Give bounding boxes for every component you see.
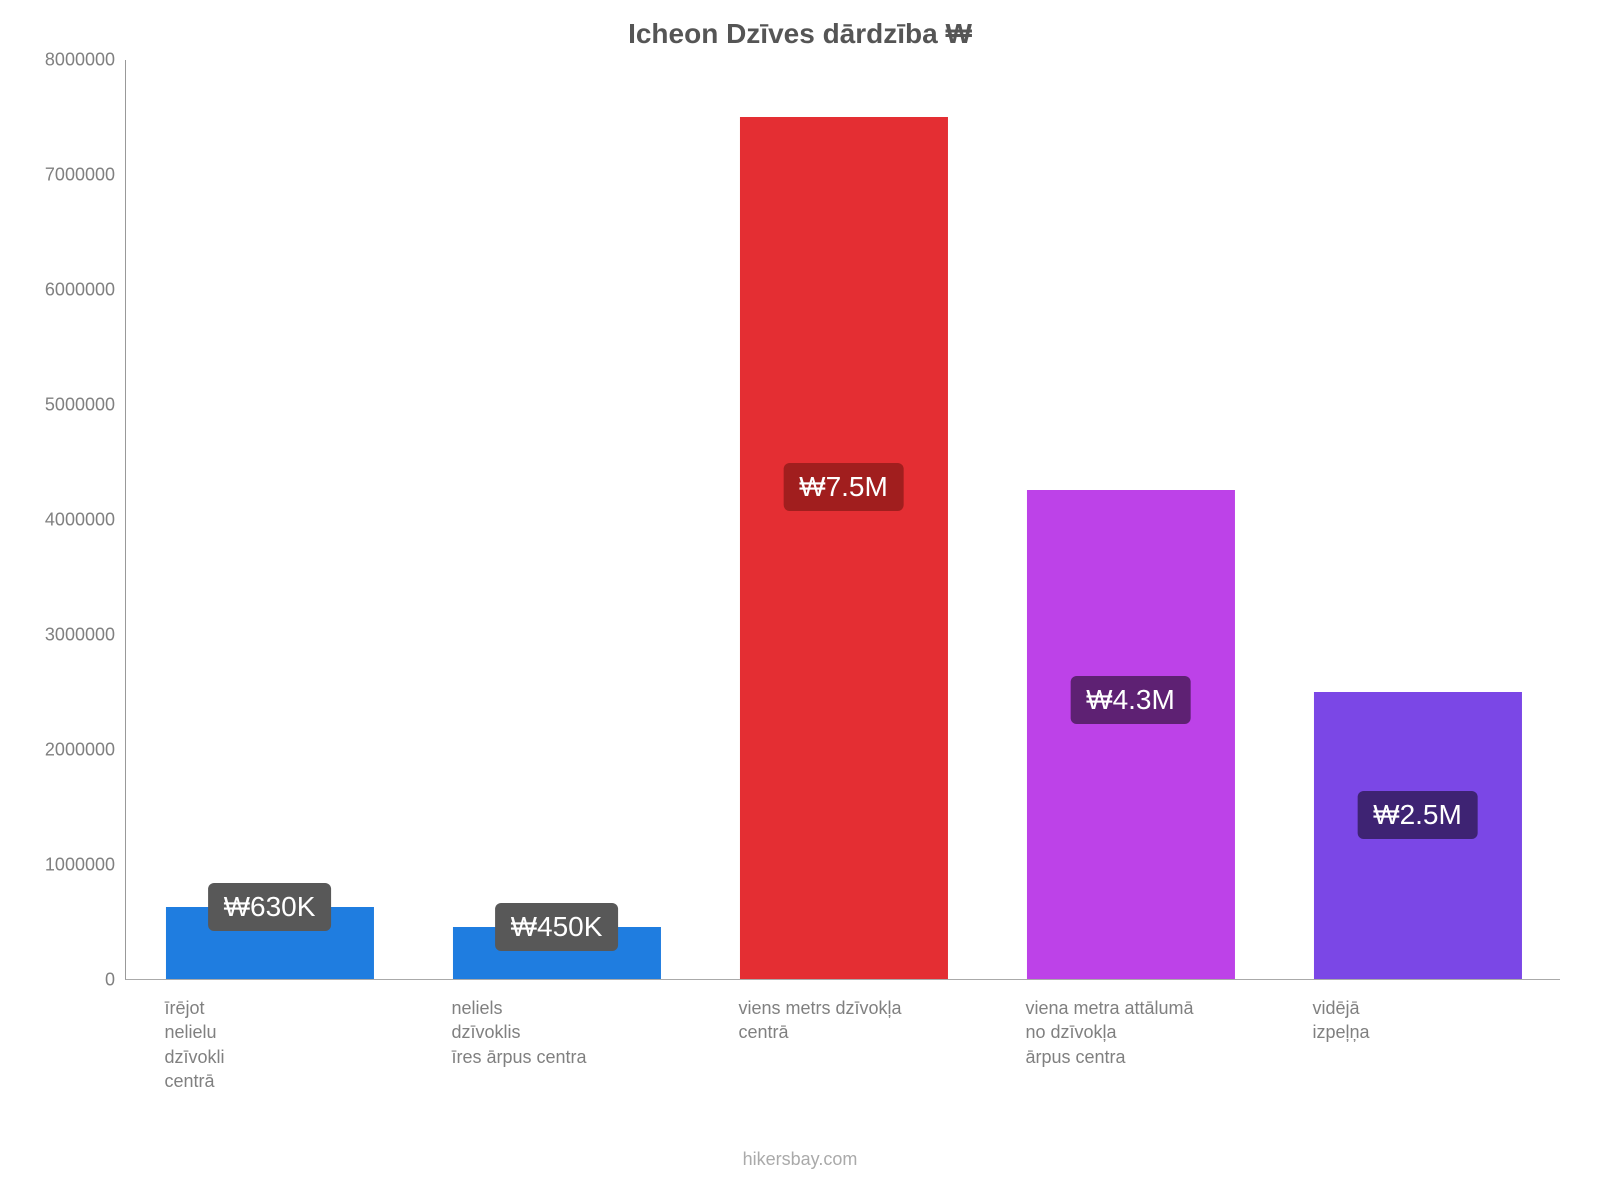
- bar-value-badge: ₩630K: [208, 883, 332, 931]
- bar-value-badge: ₩450K: [495, 903, 619, 951]
- bar-value-badge: ₩4.3M: [1070, 676, 1191, 724]
- y-axis-tick-label: 3000000: [45, 625, 115, 646]
- bar-group: ₩2.5M: [1274, 59, 1561, 979]
- y-axis-tick-label: 5000000: [45, 395, 115, 416]
- attribution-text: hikersbay.com: [0, 1149, 1600, 1170]
- y-axis-tick-label: 6000000: [45, 280, 115, 301]
- y-axis-tick-label: 0: [105, 970, 115, 991]
- bar-value-badge: ₩2.5M: [1357, 791, 1478, 839]
- bar-value-badge: ₩7.5M: [783, 463, 904, 511]
- bar-group: ₩4.3M: [987, 59, 1274, 979]
- chart-title: Icheon Dzīves dārdzība ₩: [0, 0, 1600, 50]
- y-axis-tick-label: 1000000: [45, 855, 115, 876]
- bar-group: ₩450K: [413, 59, 700, 979]
- bar-group: ₩7.5M: [700, 59, 987, 979]
- y-axis-tick-label: 7000000: [45, 165, 115, 186]
- chart-container: ₩630K₩450K₩7.5M₩4.3M₩2.5M 01000000200000…: [125, 60, 1560, 980]
- x-axis-category-label: viena metra attālumā no dzīvokļa ārpus c…: [1025, 996, 1193, 1069]
- x-axis-category-label: viens metrs dzīvokļa centrā: [738, 996, 901, 1045]
- y-axis-tick-label: 4000000: [45, 510, 115, 531]
- x-axis-category-label: īrējot nelielu dzīvokli centrā: [164, 996, 224, 1093]
- y-axis-tick-label: 2000000: [45, 740, 115, 761]
- y-axis-tick-label: 8000000: [45, 50, 115, 71]
- x-axis-category-label: vidējā izpeļņa: [1312, 996, 1369, 1045]
- plot-area: ₩630K ₩450K ₩7.5M ₩4.3M ₩2.5M: [125, 60, 1560, 980]
- chart-bar: [739, 117, 947, 980]
- chart-bar: [1026, 490, 1234, 979]
- bar-group: ₩630K: [126, 59, 413, 979]
- x-axis-category-label: neliels dzīvoklis īres ārpus centra: [451, 996, 586, 1069]
